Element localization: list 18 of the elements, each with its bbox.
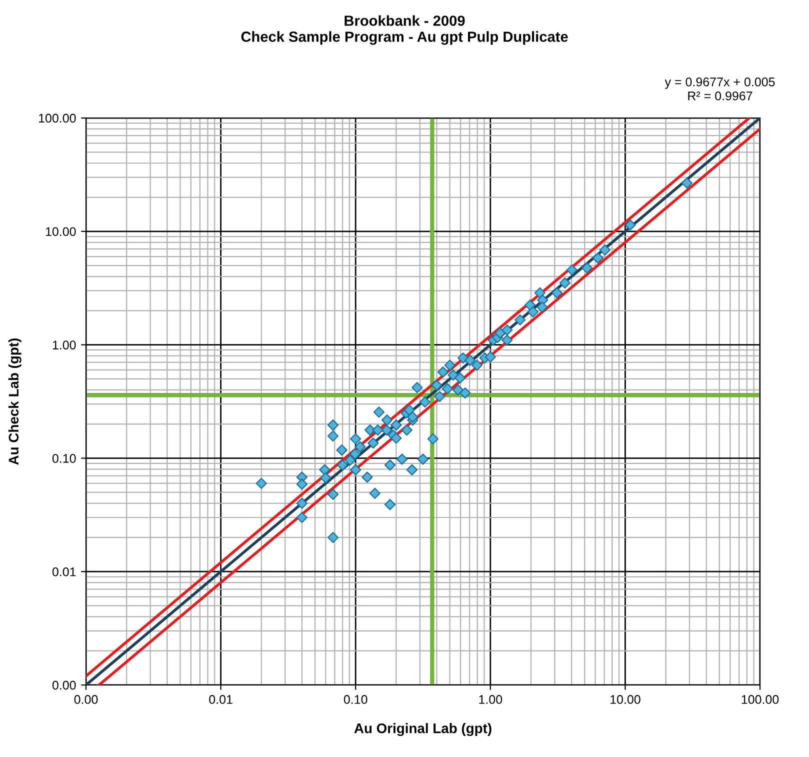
y-tick-label: 100.00 <box>39 114 76 123</box>
x-tick-label: 0.00 <box>74 695 98 704</box>
x-axis-title: Au Original Lab (gpt) <box>354 723 492 736</box>
y-tick-label: 10.00 <box>46 227 76 236</box>
y-axis-title: Au Check Lab (gpt) <box>8 338 22 465</box>
x-tick-label: 0.10 <box>344 695 368 704</box>
x-tick-label: 1.00 <box>479 695 502 704</box>
y-tick-label: 0.10 <box>52 454 76 463</box>
chart-subtitle: Check Sample Program - Au gpt Pulp Duplicate <box>241 31 568 45</box>
x-tick-label: 10.00 <box>610 695 640 704</box>
chart-title: Brookbank - 2009 <box>344 15 465 26</box>
y-tick-label: 0.00 <box>52 680 76 690</box>
text: y = 0.9677x + 0.005 <box>664 78 775 89</box>
y-tick-label: 0.01 <box>52 567 76 576</box>
x-tick-label: 100.00 <box>742 695 779 704</box>
x-tick-label: 0.01 <box>209 695 232 704</box>
y-tick-label: 1.00 <box>52 340 76 350</box>
text: R² = 0.9967 <box>688 92 752 100</box>
